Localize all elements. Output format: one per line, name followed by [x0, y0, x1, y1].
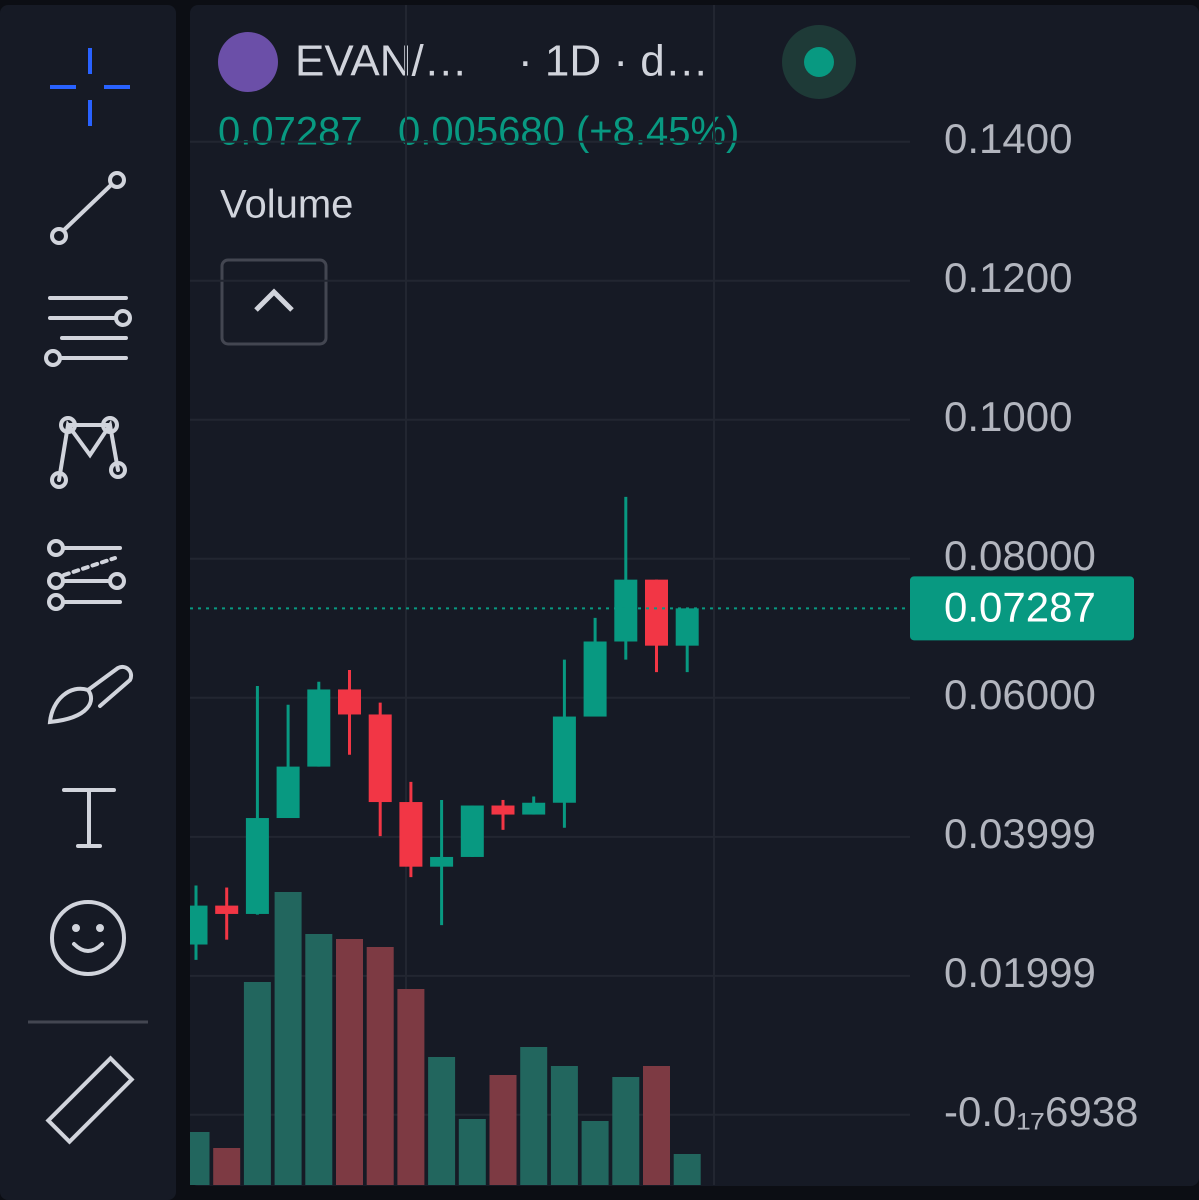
candle-body — [190, 905, 208, 945]
candle-body — [614, 579, 638, 642]
volume-bar — [274, 892, 302, 1185]
volume-bar — [397, 989, 425, 1185]
ruler-tool[interactable] — [45, 1055, 135, 1145]
y-tick-label: 0.03999 — [944, 810, 1096, 857]
text-tool[interactable] — [62, 788, 116, 848]
symbol-avatar — [218, 32, 278, 92]
chevron — [254, 288, 294, 312]
header-price: 0.07287 — [218, 110, 363, 154]
y-tick-label: 0.1000 — [944, 393, 1072, 440]
y-tick-label: 0.01999 — [944, 949, 1096, 996]
volume-bar — [336, 939, 363, 1185]
candle-body — [338, 689, 361, 715]
candle-body — [491, 805, 515, 815]
y-tick-label: 0.1200 — [944, 254, 1072, 301]
parallel-tool[interactable] — [44, 296, 132, 367]
pattern-tool[interactable] — [50, 416, 127, 489]
y-tick-label: 0.1400 — [944, 115, 1072, 162]
volume-bar — [305, 934, 333, 1185]
candle-body — [215, 905, 239, 914]
candle-body — [368, 714, 392, 803]
candle-body — [430, 856, 454, 867]
crosshair-tool[interactable] — [50, 48, 130, 126]
interval[interactable]: · 1D · d… — [518, 37, 709, 86]
volume-bar — [612, 1077, 640, 1185]
volume-bar — [550, 1066, 578, 1185]
candle-body — [460, 805, 484, 857]
last-price-box — [910, 576, 1134, 641]
volume-bar — [428, 1057, 456, 1185]
plot — [190, 5, 910, 1185]
symbol-name[interactable]: EVAN/… — [295, 37, 468, 86]
candle-body — [307, 689, 331, 767]
collapse-button[interactable] — [220, 258, 328, 346]
volume-bar — [673, 1154, 701, 1185]
volume-bar — [243, 982, 271, 1185]
status-dot — [804, 47, 834, 77]
header-change: 0.005680 (+8.45%) — [398, 110, 739, 154]
volume-bar — [213, 1148, 241, 1185]
candle-body — [645, 579, 668, 646]
volume-bar — [458, 1119, 486, 1185]
volume-bar — [581, 1121, 609, 1185]
forecast-tool[interactable] — [47, 539, 126, 611]
volume-bar — [489, 1075, 517, 1185]
volume-bar — [520, 1047, 548, 1185]
emoji-tool[interactable] — [50, 900, 126, 976]
candle-body — [399, 802, 423, 867]
candle-body — [276, 766, 300, 819]
y-tick-label: 0.06000 — [944, 671, 1096, 718]
candle-body — [552, 716, 576, 803]
volume-bar — [366, 947, 394, 1185]
trendline-tool[interactable] — [50, 171, 126, 245]
volume-bar — [643, 1066, 670, 1185]
y-tick-label: -0.0₁₇6938 — [944, 1088, 1138, 1135]
y-tick-label: 0.08000 — [944, 532, 1096, 579]
candle-body — [245, 818, 269, 914]
candle-body — [583, 641, 607, 717]
brush-tool[interactable] — [47, 665, 133, 725]
indicator-name[interactable]: Volume — [220, 183, 353, 227]
candle-body — [522, 802, 546, 815]
candle-body — [675, 608, 699, 646]
last-price-label: 0.07287 — [944, 583, 1096, 630]
volume-bar — [190, 1132, 210, 1185]
